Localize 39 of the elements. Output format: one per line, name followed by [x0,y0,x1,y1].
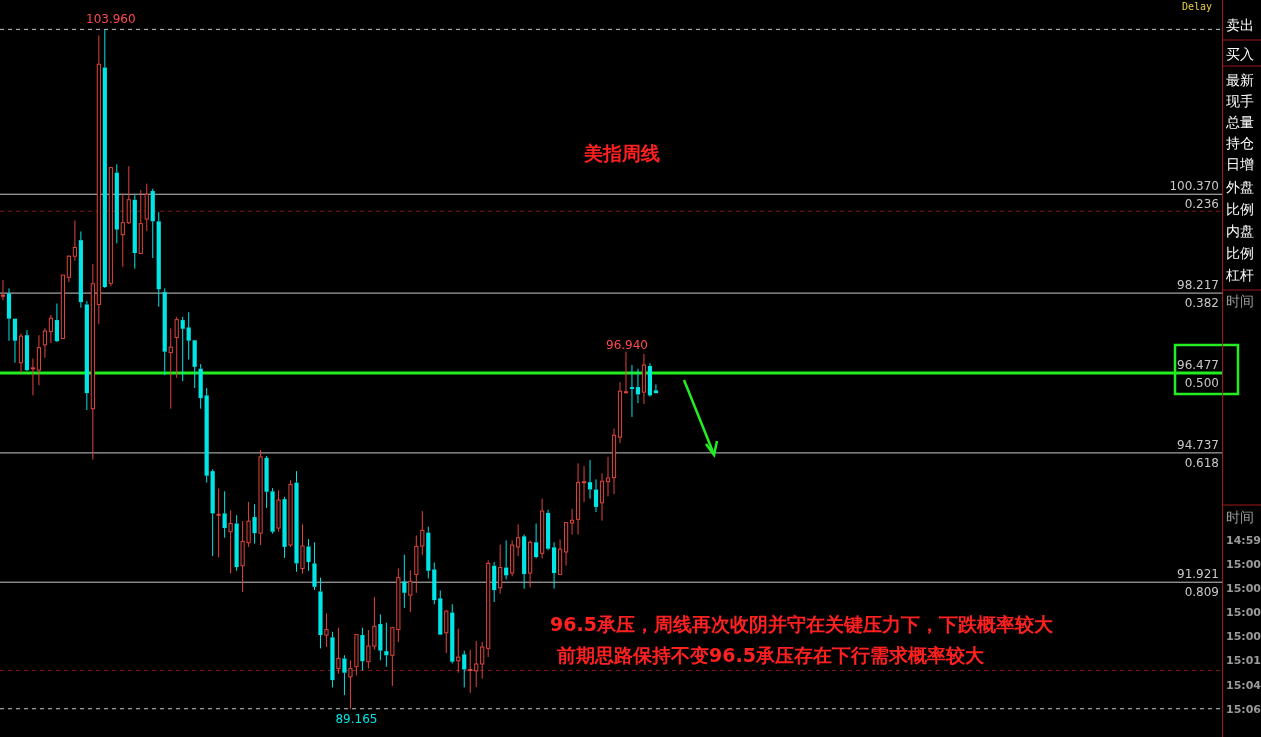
annotation: Delay [1181,1,1213,12]
y2-tick-label: 0.236 [1184,197,1219,212]
y2-tick-label: 0.382 [1184,296,1219,311]
text: 15:00 [1226,558,1261,571]
text: 15:01 [1226,654,1261,667]
y2-tick-label: 0.500 [1184,376,1219,390]
text: 持仓 [1226,135,1254,151]
text: 杠杆 [1225,267,1254,283]
y2-tick-label: 0.809 [1184,585,1219,600]
text: 15:00 [1226,630,1261,643]
annotation: 96.5承压，周线再次收阴并守在关键压力下，下跌概率较大 [550,613,1054,635]
text: 美指周线 [583,142,660,164]
y2-tick-label: 0.618 [1184,455,1219,470]
text: 内盘 [1226,223,1254,239]
text: 日增 [1226,156,1254,172]
text: 最新 [1226,72,1254,88]
text: 卖出 [1226,17,1254,33]
text: 比例 [1226,245,1254,261]
text: 时间 [1226,293,1254,309]
text: 时间 [1226,509,1254,525]
y-tick-label: 94.737 [1177,437,1219,452]
text: 15:00 [1226,606,1261,619]
y-tick-label: 91.921 [1177,567,1219,582]
text: 比例 [1226,201,1254,217]
annotation: 89.165 [335,711,378,726]
annotation: 96.940 [606,338,648,352]
text: 总量 [1225,114,1254,130]
text: 外盘 [1226,179,1254,195]
text: 买入 [1226,46,1254,62]
y-tick-label: 98.217 [1177,278,1219,293]
text: 15:06 [1226,703,1261,716]
y-tick-label: 96.477 [1177,358,1219,372]
text: 15:04 [1226,679,1261,692]
y-tick-label: 100.370 [1169,179,1219,194]
text: 15:00 [1226,582,1261,595]
text: 14:59 [1226,534,1261,547]
text: 现手 [1226,93,1254,109]
annotation: 103.960 [86,12,136,27]
annotation: 前期思路保持不变96.5承压存在下行需求概率较大 [556,644,985,666]
